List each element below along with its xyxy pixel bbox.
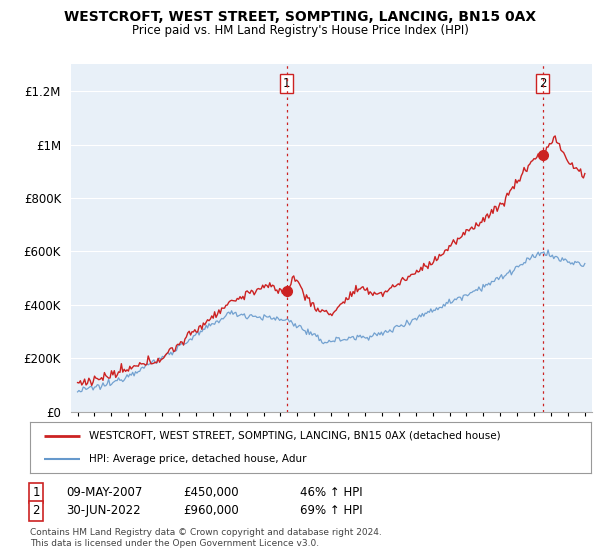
Text: 1: 1 <box>32 486 40 500</box>
Text: 1: 1 <box>283 77 290 90</box>
Text: Contains HM Land Registry data © Crown copyright and database right 2024.
This d: Contains HM Land Registry data © Crown c… <box>30 528 382 548</box>
Text: £450,000: £450,000 <box>183 486 239 500</box>
Text: WESTCROFT, WEST STREET, SOMPTING, LANCING, BN15 0AX: WESTCROFT, WEST STREET, SOMPTING, LANCIN… <box>64 10 536 24</box>
Text: HPI: Average price, detached house, Adur: HPI: Average price, detached house, Adur <box>89 454 307 464</box>
Text: 30-JUN-2022: 30-JUN-2022 <box>66 504 140 517</box>
Text: £960,000: £960,000 <box>183 504 239 517</box>
Text: 2: 2 <box>539 77 547 90</box>
Text: Price paid vs. HM Land Registry's House Price Index (HPI): Price paid vs. HM Land Registry's House … <box>131 24 469 37</box>
Text: 69% ↑ HPI: 69% ↑ HPI <box>300 504 362 517</box>
Text: WESTCROFT, WEST STREET, SOMPTING, LANCING, BN15 0AX (detached house): WESTCROFT, WEST STREET, SOMPTING, LANCIN… <box>89 431 500 441</box>
Text: 2: 2 <box>32 504 40 517</box>
Text: 46% ↑ HPI: 46% ↑ HPI <box>300 486 362 500</box>
Text: 09-MAY-2007: 09-MAY-2007 <box>66 486 142 500</box>
